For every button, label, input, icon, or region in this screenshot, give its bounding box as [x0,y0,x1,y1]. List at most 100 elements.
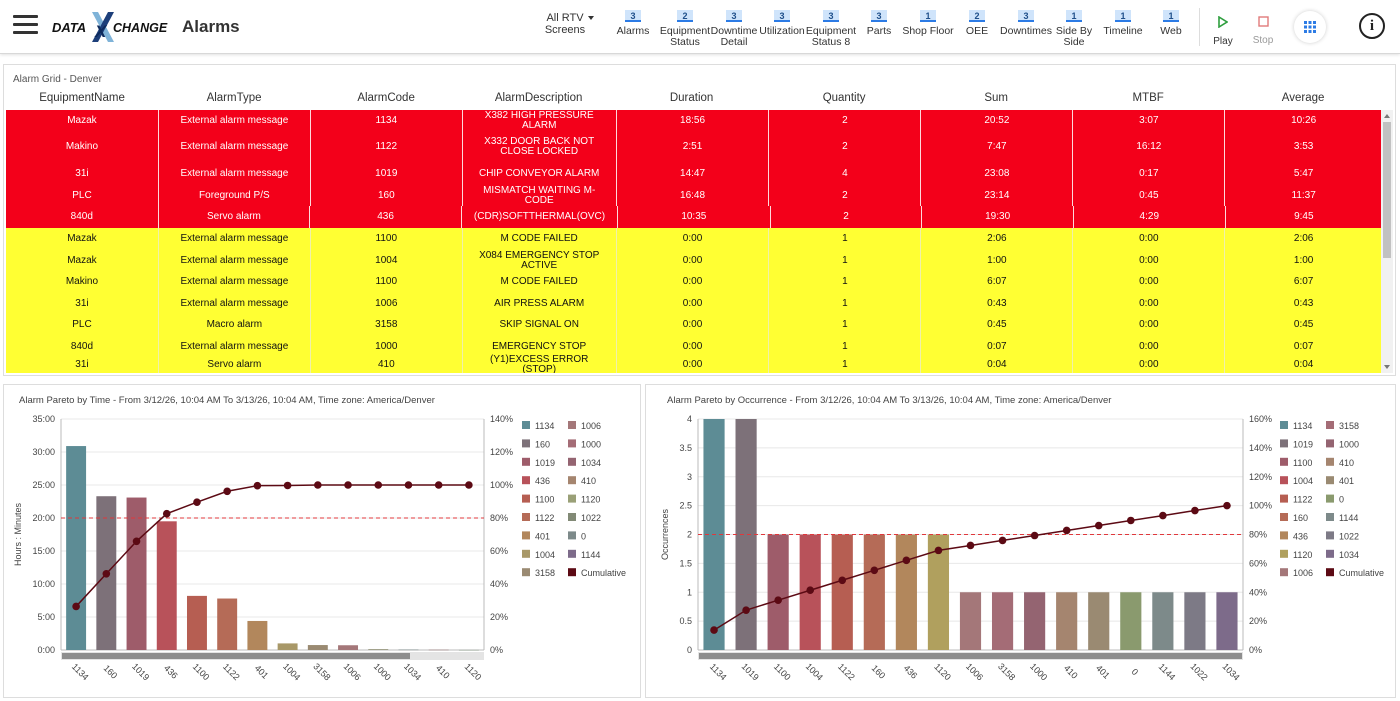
legend-label[interactable]: 401 [1339,476,1354,486]
bar-1006[interactable] [338,645,359,650]
alarm-grid-scrollbar[interactable] [1381,110,1393,373]
bar-1000[interactable] [1024,592,1046,650]
tab-equipment-status-8[interactable]: 3 Equipment Status 8 [803,10,859,48]
legend-label[interactable]: 1022 [581,513,601,523]
legend-label[interactable]: Cumulative [581,568,626,578]
table-row[interactable]: PLC Foreground P/S 160 MISMATCH WAITING M-C… [6,185,1382,206]
legend-label[interactable]: 1004 [1293,476,1313,486]
cumulative-point[interactable] [72,602,80,611]
bar-1120[interactable] [927,534,950,651]
cumulative-point[interactable] [710,626,718,634]
column-header[interactable]: Duration [669,92,714,104]
cumulative-point[interactable] [774,596,782,604]
table-row[interactable]: PLC Macro alarm 3158 SKIP SIGNAL ON 0:00 1 0:4… [6,314,1382,336]
menu-icon[interactable] [13,15,38,35]
legend-label[interactable]: 1100 [1293,458,1312,468]
legend-label[interactable]: 1122 [1293,495,1312,505]
cumulative-point[interactable] [806,586,815,595]
tab-downtimes[interactable]: 3 Downtimes [998,10,1054,37]
cumulative-point[interactable] [966,541,975,550]
cumulative-point[interactable] [465,481,473,489]
cumulative-point[interactable] [870,566,879,575]
cumulative-point[interactable] [404,481,413,489]
legend-label[interactable]: 436 [1293,531,1308,541]
bar-160[interactable] [863,534,885,651]
column-header[interactable]: AlarmType [206,92,262,104]
bar-1122[interactable] [831,534,853,651]
cumulative-point[interactable] [162,509,171,518]
legend-label[interactable]: 3158 [1339,421,1359,431]
cumulative-point[interactable] [132,537,141,546]
cumulative-point[interactable] [1030,531,1039,540]
cumulative-point[interactable] [902,556,911,565]
legend-label[interactable]: 1006 [1293,568,1313,578]
tab-utilization[interactable]: 3 Utilization [754,10,810,37]
column-header[interactable]: MTBF [1132,92,1164,104]
cumulative-point[interactable] [283,481,292,490]
cumulative-point[interactable] [998,536,1007,545]
legend-label[interactable]: 1022 [1339,531,1359,541]
legend-label[interactable]: 0 [1339,495,1344,505]
bar-1100[interactable] [767,534,789,651]
column-header[interactable]: Quantity [822,92,866,104]
cumulative-point[interactable] [223,487,231,496]
cumulative-point[interactable] [1094,521,1103,530]
bar-0[interactable] [1120,592,1142,650]
rtv-screens-dropdown[interactable]: All RTV Screens [540,12,594,36]
stop-button[interactable]: Stop [1250,16,1276,46]
table-row[interactable]: 31i Servo alarm 410 (Y1)EXCESS ERROR (STOP)… [6,355,1382,373]
alarm-grid-body[interactable]: Mazak External alarm message 1134 X382 HIGH… [6,110,1382,373]
bar-1144[interactable] [1152,592,1174,650]
table-row[interactable]: Mazak External alarm message 1134 X382 HIGH… [6,110,1382,131]
scroll-down-icon[interactable] [1384,365,1390,369]
bar-401[interactable] [1088,592,1110,650]
legend-label[interactable]: 1122 [535,513,554,523]
legend-label[interactable]: 1019 [535,458,555,468]
table-row[interactable]: 31i External alarm message 1019 CHIP CONVEY… [6,163,1382,185]
bar-436[interactable] [895,534,917,651]
cumulative-point[interactable] [1223,501,1231,510]
bar-1034[interactable] [398,649,419,651]
cumulative-point[interactable] [434,481,443,489]
legend-label[interactable]: 1120 [1293,550,1312,560]
column-header[interactable]: Sum [984,92,1008,104]
table-row[interactable]: Mazak External alarm message 1004 X084 EMER… [6,250,1382,271]
table-row[interactable]: Mazak External alarm message 1100 M CODE FA… [6,228,1382,250]
legend-label[interactable]: 1019 [1293,439,1313,449]
cumulative-point[interactable] [1062,526,1071,535]
legend-label[interactable]: 410 [581,476,596,486]
bar-3158[interactable] [991,592,1014,650]
legend-label[interactable]: Cumulative [1339,568,1384,578]
cumulative-point[interactable] [1126,516,1135,525]
bar-401[interactable] [247,620,268,650]
bar-1122[interactable] [217,598,238,650]
cumulative-point[interactable] [314,481,322,489]
legend-label[interactable]: 1034 [1339,550,1359,560]
column-header[interactable]: EquipmentName [39,92,125,104]
column-header[interactable]: Average [1281,92,1325,104]
tab-oee[interactable]: 2 OEE [949,10,1005,37]
bar-1022[interactable] [1184,592,1206,650]
legend-label[interactable]: 3158 [535,568,555,578]
chart-scroll-thumb[interactable] [62,653,410,659]
play-button[interactable]: Play [1211,15,1235,47]
bar-1034[interactable] [1216,592,1238,650]
legend-label[interactable]: 1000 [581,439,601,449]
bar-3158[interactable] [307,645,328,650]
cumulative-point[interactable] [934,546,943,555]
cumulative-point[interactable] [742,606,750,614]
legend-label[interactable]: 436 [535,476,550,486]
bar-1019[interactable] [126,497,147,650]
bar-1019[interactable] [735,419,757,650]
legend-label[interactable]: 160 [1293,513,1308,523]
legend-label[interactable]: 1006 [581,421,601,431]
legend-label[interactable]: 0 [581,531,586,541]
cumulative-point[interactable] [253,481,262,490]
column-header[interactable]: AlarmDescription [494,92,583,104]
bar-1100[interactable] [186,595,207,650]
bar-1134[interactable] [66,446,87,650]
table-row[interactable]: 840d External alarm message 1000 EMERGENCY … [6,336,1382,357]
table-row[interactable]: 840d Servo alarm 436 (CDR)SOFTTHERMAL(OVC) 1… [6,206,1382,228]
tab-shop-floor[interactable]: 1 Shop Floor [900,10,956,37]
legend-label[interactable]: 401 [535,531,550,541]
